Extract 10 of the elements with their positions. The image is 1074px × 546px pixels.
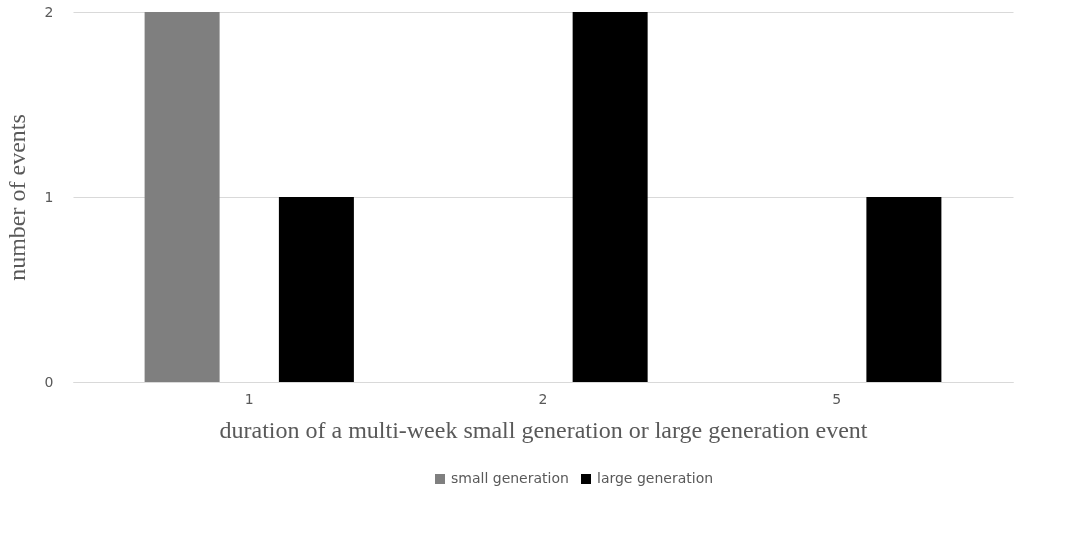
- legend-label: large generation: [597, 470, 714, 486]
- y-tick-label: 1: [44, 188, 54, 205]
- y-tick-label: 2: [44, 3, 54, 20]
- x-tick-label: 5: [832, 390, 842, 407]
- legend-label: small generation: [451, 470, 569, 486]
- x-tick-label: 1: [244, 390, 254, 407]
- x-tick-label: 2: [538, 390, 548, 407]
- x-axis-title: duration of a multi-week small generation or large generation event: [219, 416, 868, 443]
- y-axis-title: number of events: [3, 114, 30, 281]
- y-tick-label: 0: [44, 373, 54, 390]
